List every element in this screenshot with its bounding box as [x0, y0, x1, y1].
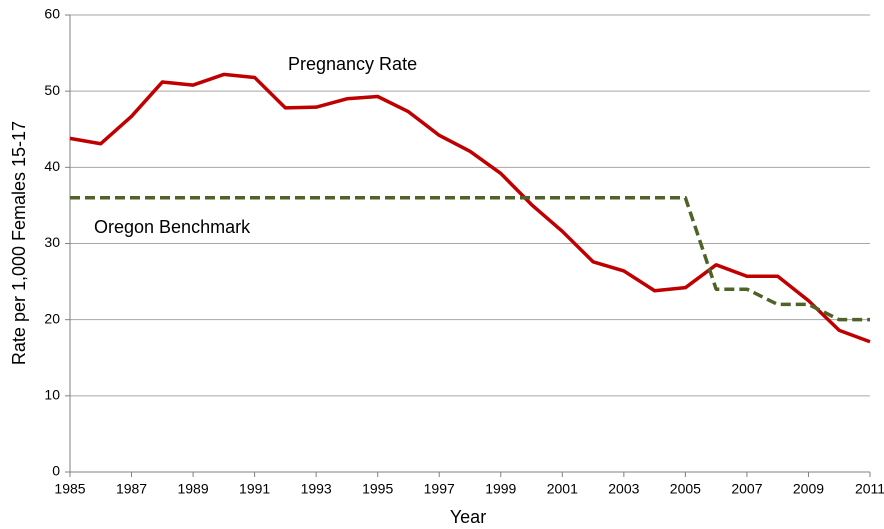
y-tick-label: 0 [52, 463, 60, 479]
series-label: Pregnancy Rate [288, 54, 417, 74]
series-line [70, 196, 870, 322]
y-tick-label: 20 [44, 310, 60, 326]
x-tick-label: 2003 [608, 481, 639, 497]
x-tick-label: 1999 [485, 481, 516, 497]
y-tick-label: 50 [44, 82, 60, 98]
x-tick-label: 2001 [547, 481, 578, 497]
x-tick-label: 2005 [670, 481, 701, 497]
x-tick-label: 1987 [116, 481, 147, 497]
y-tick-label: 10 [44, 387, 60, 403]
series-line [69, 72, 871, 344]
series-label: Oregon Benchmark [94, 217, 251, 237]
x-axis-label: Year [450, 507, 486, 527]
y-tick-label: 40 [44, 158, 60, 174]
y-tick-label: 60 [44, 6, 60, 22]
x-tick-label: 1991 [239, 481, 270, 497]
x-tick-label: 1993 [301, 481, 332, 497]
y-axis-label: Rate per 1,000 Females 15-17 [9, 121, 29, 365]
x-tick-label: 1995 [362, 481, 393, 497]
y-tick-label: 30 [44, 234, 60, 250]
x-tick-label: 2011 [855, 481, 884, 497]
x-tick-label: 2007 [731, 481, 762, 497]
x-tick-label: 1997 [424, 481, 455, 497]
x-tick-label: 2009 [793, 481, 824, 497]
x-tick-label: 1989 [177, 481, 208, 497]
x-tick-label: 1985 [54, 481, 85, 497]
